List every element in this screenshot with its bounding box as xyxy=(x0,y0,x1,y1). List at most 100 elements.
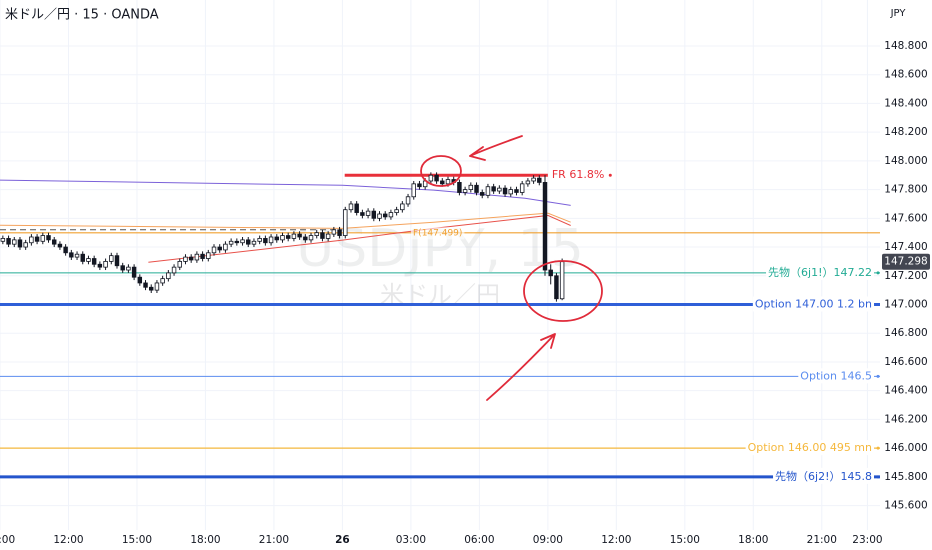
candle-body xyxy=(149,286,154,291)
candle-body xyxy=(12,239,17,245)
candle-body xyxy=(508,189,513,195)
candle-body xyxy=(428,174,434,182)
currency: JPY xyxy=(890,8,907,19)
candle-body xyxy=(103,261,108,268)
x-tick-label: 03:00 xyxy=(396,534,426,546)
candle-body xyxy=(314,232,319,236)
candle-body xyxy=(411,183,416,198)
level-label: Option 147.00 1.2 bn xyxy=(755,297,872,310)
level-label: 先物（6j2!）145.8 xyxy=(775,469,872,483)
candle-body xyxy=(537,177,542,183)
candle-body xyxy=(502,187,508,195)
lines xyxy=(0,173,880,479)
annotation-arrow xyxy=(469,135,523,161)
y-tick-label: 148.600 xyxy=(884,69,927,81)
candle-body xyxy=(57,243,63,248)
level-label: 先物（6j1!）147.22 xyxy=(768,265,872,279)
y-tick-label: 148.200 xyxy=(884,126,927,138)
level-label: FR 61.8% xyxy=(552,168,604,181)
candle-body xyxy=(303,236,308,241)
candle-body xyxy=(63,246,68,254)
y-tick-label: 148.800 xyxy=(884,40,927,52)
price-tag-label: 147.298 xyxy=(884,256,927,268)
candle-body xyxy=(274,236,280,241)
x-tick-label: 15:00 xyxy=(670,534,700,546)
candle-body xyxy=(263,238,268,244)
annotation-circle xyxy=(420,155,462,187)
candle-body xyxy=(143,282,148,288)
y-tick-label: 145.800 xyxy=(884,471,927,483)
level-label-bg xyxy=(798,368,874,384)
level-label-bg xyxy=(766,263,874,280)
candle-body xyxy=(154,282,160,291)
candle-body xyxy=(211,246,217,254)
candle-body xyxy=(462,189,468,193)
candle-body xyxy=(291,233,297,239)
candle-body xyxy=(354,203,359,213)
candle-body xyxy=(74,253,80,258)
moving-average xyxy=(0,212,571,229)
candle-body xyxy=(171,266,177,274)
level-dot xyxy=(876,374,880,378)
x-tick-label: 06:00 xyxy=(464,534,494,546)
candle-body xyxy=(29,236,34,244)
candle-body xyxy=(440,180,445,185)
candle-body xyxy=(382,213,388,218)
candle-body xyxy=(388,212,394,218)
grid xyxy=(0,0,880,530)
candle-body xyxy=(320,232,325,239)
level-label-bg xyxy=(411,227,465,240)
x-tick-label: 18:00 xyxy=(190,534,220,546)
candle-body xyxy=(69,252,74,258)
candle-body xyxy=(188,256,194,261)
candle-body xyxy=(6,238,11,245)
candle-body xyxy=(86,258,91,262)
level-label: Option 146.5 xyxy=(800,369,872,382)
x-tick-label: 12:00 xyxy=(53,534,83,546)
annotations xyxy=(420,135,603,401)
x-tick-label: 26 xyxy=(335,534,350,546)
candle-body xyxy=(331,229,337,235)
candle-body xyxy=(120,265,125,271)
candle-body xyxy=(34,236,40,242)
candle-body xyxy=(559,261,565,300)
level-label-bg xyxy=(752,296,875,312)
candle-body xyxy=(183,256,188,262)
level-label: Option 146.00 495 mn xyxy=(748,441,872,454)
candle-body xyxy=(46,235,51,241)
candle-body xyxy=(297,233,302,238)
price-tag xyxy=(882,253,930,270)
candle-body xyxy=(497,187,502,192)
candle-body xyxy=(365,210,371,216)
candle-body xyxy=(80,253,85,262)
candle-body xyxy=(177,261,182,268)
candle-body xyxy=(360,212,365,216)
candle-body xyxy=(417,183,422,188)
candle-body xyxy=(194,253,200,261)
level-label-bg xyxy=(745,440,875,456)
candle-body xyxy=(91,258,97,265)
level-dot xyxy=(876,302,880,306)
candle-body xyxy=(394,209,399,213)
level-dot xyxy=(876,271,880,275)
x-tick-label: 21:00 xyxy=(259,534,289,546)
candle-body xyxy=(445,179,451,185)
y-tick-label: 147.200 xyxy=(884,270,927,282)
candle-body xyxy=(280,235,285,241)
x-tick-label: 12:00 xyxy=(601,534,631,546)
candle-body xyxy=(126,266,131,271)
candle-body xyxy=(160,278,165,284)
candle-body xyxy=(325,233,331,239)
candle-body xyxy=(371,210,377,219)
y-tick-label: 147.000 xyxy=(884,298,927,310)
candle-body xyxy=(246,239,251,245)
candle-body xyxy=(0,238,6,242)
candle-body xyxy=(400,203,405,211)
candle-body xyxy=(531,177,536,182)
x-tick-label: 09:00 xyxy=(533,534,563,546)
candle-body xyxy=(234,240,240,244)
candle-body xyxy=(217,246,222,251)
candle-body xyxy=(206,252,211,259)
y-tick-label: 145.600 xyxy=(884,500,927,512)
